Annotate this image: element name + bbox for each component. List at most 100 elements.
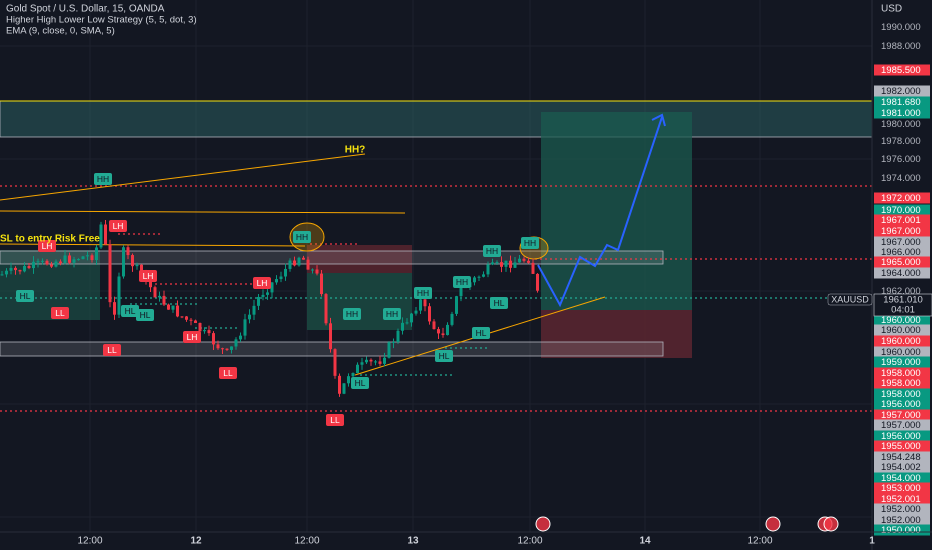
candle-body bbox=[149, 281, 152, 288]
candle-body bbox=[297, 257, 301, 266]
swing-label: HH bbox=[296, 232, 308, 242]
candle-body bbox=[387, 342, 391, 358]
note: SL to entry Risk Free bbox=[0, 234, 100, 245]
candle-body bbox=[414, 310, 418, 314]
event-icons bbox=[535, 516, 839, 532]
price-tag bbox=[874, 461, 930, 473]
candle-body bbox=[333, 349, 337, 376]
candle-body bbox=[176, 305, 179, 317]
swing-label: HH bbox=[456, 277, 468, 287]
price-tag bbox=[874, 514, 930, 526]
candle-body bbox=[266, 292, 269, 295]
price-tag bbox=[874, 246, 930, 258]
candle-body bbox=[513, 262, 517, 268]
candle-body bbox=[500, 262, 503, 267]
swing-tag bbox=[435, 350, 453, 362]
price-labels: 1990.000 1988.000 1985.500 1982.0001981.680… bbox=[874, 22, 930, 536]
candle-body bbox=[315, 269, 319, 274]
candle-body bbox=[23, 265, 26, 272]
candle-body bbox=[360, 362, 364, 365]
price-label: 1982.000 bbox=[881, 86, 921, 97]
candle-body bbox=[324, 294, 328, 324]
candle-body bbox=[189, 319, 193, 321]
price-label: 1970.000 bbox=[881, 205, 921, 216]
candle-body bbox=[113, 302, 116, 315]
candle-body bbox=[81, 256, 85, 260]
price-tag bbox=[874, 398, 930, 410]
candle-body bbox=[356, 364, 359, 374]
candle-body bbox=[522, 258, 526, 261]
swing-label: HH bbox=[486, 246, 498, 256]
currency: USD bbox=[881, 4, 902, 15]
projection-arrow bbox=[651, 113, 666, 127]
price-tag bbox=[874, 214, 930, 226]
candle-body bbox=[419, 299, 422, 311]
candle-body bbox=[302, 257, 305, 260]
candle-body bbox=[257, 296, 260, 306]
swing-label: HH bbox=[97, 174, 109, 184]
candle-body bbox=[275, 279, 278, 283]
candle-body bbox=[351, 373, 355, 377]
swing-tag bbox=[351, 377, 369, 389]
swing-tag bbox=[136, 309, 154, 321]
candle-body bbox=[104, 224, 107, 245]
price-label: 1966.000 bbox=[881, 247, 921, 258]
time-label: 12 bbox=[190, 536, 202, 547]
swing-tag bbox=[326, 414, 344, 426]
price-label: 1978.000 bbox=[881, 136, 921, 147]
price-tag bbox=[874, 419, 930, 431]
price-label: 1957.000 bbox=[881, 410, 921, 421]
levels bbox=[0, 185, 872, 412]
zone bbox=[0, 250, 100, 320]
candle-body bbox=[428, 306, 431, 322]
price-tag bbox=[874, 524, 930, 536]
candle-body bbox=[41, 260, 44, 262]
swing-label: HL bbox=[476, 328, 487, 338]
candle-body bbox=[243, 319, 247, 336]
candle-body bbox=[230, 346, 233, 350]
swing-tag bbox=[38, 240, 56, 252]
price-label: 1958.000 bbox=[881, 378, 921, 389]
candle-body bbox=[248, 314, 251, 320]
price-label: 1967.001 bbox=[881, 215, 921, 226]
price-tag bbox=[874, 493, 930, 505]
candle-body bbox=[446, 324, 449, 336]
time-label: 12:00 bbox=[77, 536, 102, 547]
candle-body bbox=[405, 322, 409, 324]
candle-body bbox=[18, 270, 22, 272]
price-label: 1972.000 bbox=[881, 193, 921, 204]
ticker: XAUUSD bbox=[831, 294, 869, 304]
candle-body bbox=[63, 255, 67, 264]
price-label: 1960.000 bbox=[881, 336, 921, 347]
symbol-title: Gold Spot / U.S. Dollar, 15, OANDA bbox=[6, 4, 165, 15]
swing-label: HH bbox=[386, 309, 398, 319]
candle-body bbox=[162, 295, 166, 305]
price-label: 1964.000 bbox=[881, 268, 921, 279]
candle-body bbox=[221, 348, 224, 350]
swing-label: LL bbox=[55, 308, 65, 318]
swing-tag bbox=[103, 344, 121, 356]
candle-body bbox=[491, 262, 494, 265]
swing-label: LL bbox=[223, 368, 233, 378]
swing-tag bbox=[139, 270, 157, 282]
swing-label: LH bbox=[257, 278, 268, 288]
price-label: 1981.680 bbox=[881, 97, 921, 108]
swing-tag bbox=[490, 297, 508, 309]
time-label: 14 bbox=[639, 536, 651, 547]
price-tag bbox=[874, 367, 930, 379]
swing-tag bbox=[109, 220, 127, 232]
swing-label: HH bbox=[524, 238, 536, 248]
candle-body bbox=[117, 276, 121, 315]
price-tag bbox=[874, 85, 930, 97]
swing-tag bbox=[183, 331, 201, 343]
price-label: 1960.000 bbox=[881, 315, 921, 326]
price-label: 1952.000 bbox=[881, 515, 921, 526]
candle-body bbox=[401, 322, 404, 331]
price-tag bbox=[874, 388, 930, 400]
candle-body bbox=[504, 260, 508, 267]
candle-body bbox=[261, 294, 265, 297]
price-tag bbox=[874, 107, 930, 119]
candle-body bbox=[509, 260, 512, 268]
price-label: 1952.000 bbox=[881, 504, 921, 515]
